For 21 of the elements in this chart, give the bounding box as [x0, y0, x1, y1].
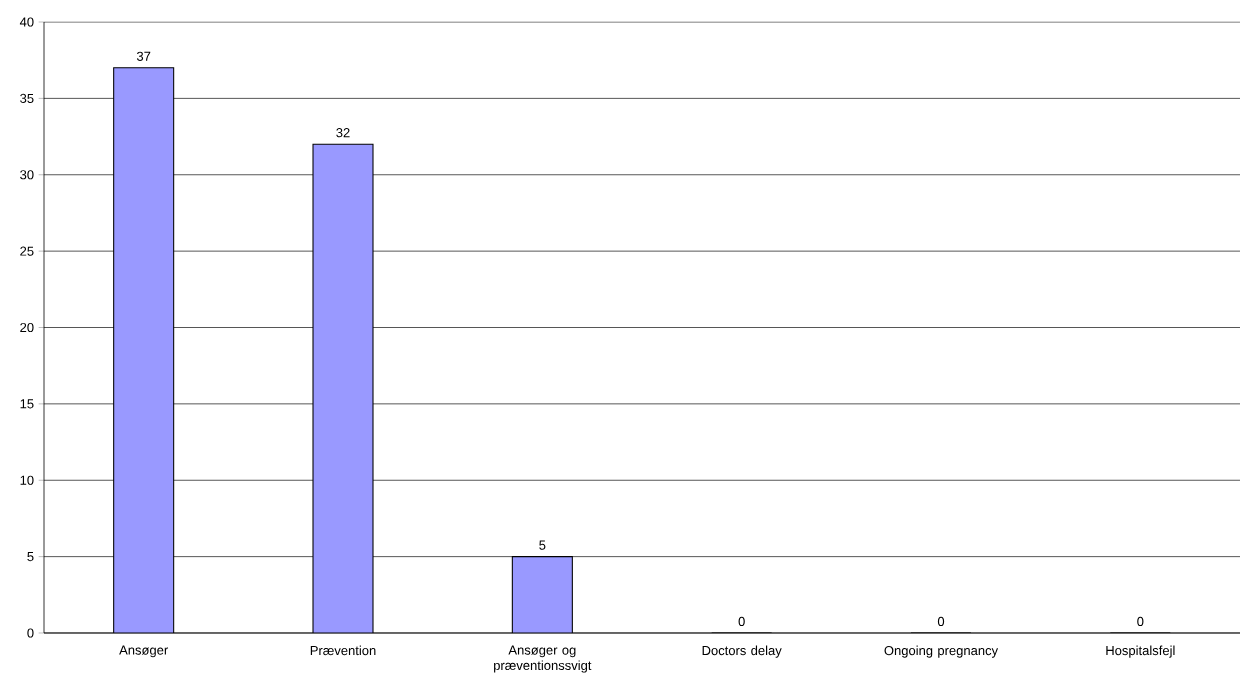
y-tick-label: 40	[19, 17, 34, 27]
data-label: 32	[336, 128, 350, 138]
x-tick-label: Doctors delay	[702, 645, 782, 658]
y-tick-label: 25	[20, 246, 34, 256]
x-tick-label: Ongoing pregnancy	[884, 645, 999, 658]
y-tick-label: 5	[27, 552, 34, 562]
y-tick-label: 10	[20, 475, 34, 485]
data-label: 0	[937, 616, 945, 627]
data-label: 5	[539, 540, 546, 550]
data-label: 37	[136, 51, 151, 61]
x-tick-label: Prævention	[310, 645, 376, 656]
y-tick-label: 30	[20, 170, 34, 180]
x-tick-label: Ansøger	[119, 645, 169, 658]
x-tick-label: Ansøger og præventionssvigt	[494, 645, 592, 673]
x-tick-label: Hospitalsfejl	[1106, 645, 1175, 658]
y-tick-label: 0	[27, 628, 34, 638]
data-label: 0	[1137, 616, 1144, 627]
data-label: 0	[738, 616, 745, 627]
y-tick-label: 15	[20, 399, 34, 409]
y-tick-label: 20	[20, 322, 34, 333]
y-tick-label: 35	[20, 93, 34, 103]
